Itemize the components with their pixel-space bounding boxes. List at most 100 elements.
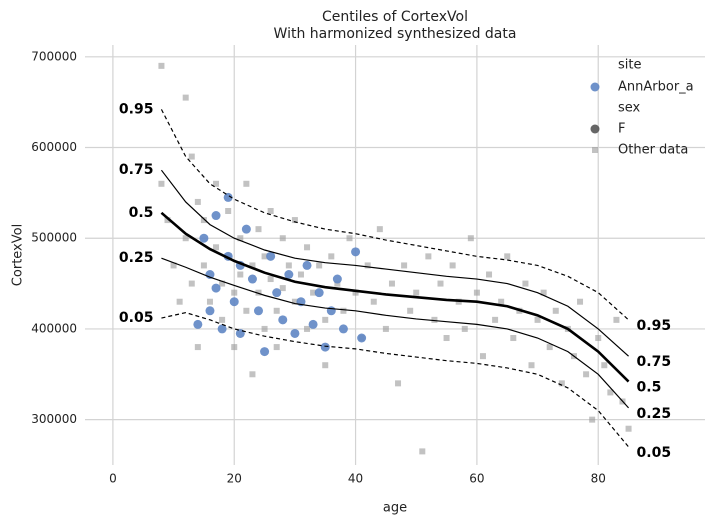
point (431, 316, 438, 323)
point (231, 344, 238, 351)
centile-line (160, 211, 630, 383)
point (376, 226, 383, 233)
point (229, 297, 239, 307)
point (164, 217, 171, 224)
point (340, 307, 347, 314)
point (540, 289, 547, 296)
point (291, 298, 298, 305)
point (613, 316, 620, 323)
point (437, 280, 444, 287)
point (278, 315, 288, 325)
point (510, 335, 517, 342)
centile-label: 0.05 (119, 310, 154, 326)
point (449, 262, 456, 269)
point (479, 353, 486, 360)
point (273, 344, 280, 351)
point (200, 262, 207, 269)
point (158, 180, 165, 187)
chart-subtitle: With harmonized synthesized data (274, 26, 517, 42)
y-tick-label: 300000 (31, 412, 77, 426)
x-tick-label: 20 (227, 472, 242, 486)
point (595, 335, 602, 342)
point (443, 335, 450, 342)
point (310, 289, 317, 296)
x-tick-label: 0 (109, 472, 117, 486)
point (200, 217, 207, 224)
point (407, 307, 414, 314)
point (534, 316, 541, 323)
point (260, 347, 270, 357)
point (590, 82, 600, 92)
point (235, 328, 245, 338)
point (522, 280, 529, 287)
point (243, 180, 250, 187)
point (247, 274, 257, 284)
point (249, 371, 256, 378)
point (332, 274, 342, 284)
point (546, 344, 553, 351)
point (473, 289, 480, 296)
point (182, 235, 189, 242)
point (352, 289, 359, 296)
centile-label: 0.75 (119, 162, 154, 178)
point (583, 371, 590, 378)
x-tick-label: 80 (591, 472, 606, 486)
point (357, 333, 367, 343)
point (194, 344, 201, 351)
point (188, 153, 195, 160)
point (290, 328, 300, 338)
point (504, 253, 511, 260)
centile-line (160, 169, 629, 357)
point (590, 124, 600, 134)
point (528, 362, 535, 369)
point (213, 244, 220, 251)
y-tick-label: 700000 (31, 49, 77, 63)
point (176, 298, 183, 305)
centile-label: 0.75 (637, 354, 672, 370)
point (194, 198, 201, 205)
y-axis-label: CortexVol (11, 224, 26, 286)
point (213, 180, 220, 187)
point (326, 306, 336, 316)
point (413, 289, 420, 296)
point (273, 307, 280, 314)
point (243, 307, 250, 314)
point (320, 342, 330, 352)
point (254, 306, 264, 316)
point (170, 262, 177, 269)
y-tick-label: 600000 (31, 140, 77, 154)
point (261, 325, 268, 332)
point (625, 425, 632, 432)
point (425, 253, 432, 260)
centile-label: 0.95 (637, 318, 672, 334)
point (589, 416, 596, 423)
point (601, 362, 608, 369)
legend-label: AnnArbor_a (618, 80, 694, 95)
point (304, 244, 311, 251)
point (272, 288, 282, 298)
point (328, 253, 335, 260)
point (461, 325, 468, 332)
chart-title: Centiles of CortexVol (322, 9, 468, 25)
point (255, 226, 262, 233)
point (607, 389, 614, 396)
centile-line (161, 311, 630, 448)
point (486, 271, 493, 278)
point (241, 224, 251, 234)
centile-line (160, 109, 629, 321)
point (395, 380, 402, 387)
point (467, 235, 474, 242)
centile-label: 0.5 (129, 205, 154, 221)
point (266, 251, 276, 261)
point (334, 280, 341, 287)
legend-label: F (618, 122, 625, 137)
point (492, 316, 499, 323)
point (338, 324, 348, 334)
centile-label: 0.25 (637, 406, 672, 422)
point (205, 306, 215, 316)
point (267, 208, 274, 215)
point (297, 271, 304, 278)
x-tick-label: 60 (469, 472, 484, 486)
centile-line (161, 257, 630, 409)
